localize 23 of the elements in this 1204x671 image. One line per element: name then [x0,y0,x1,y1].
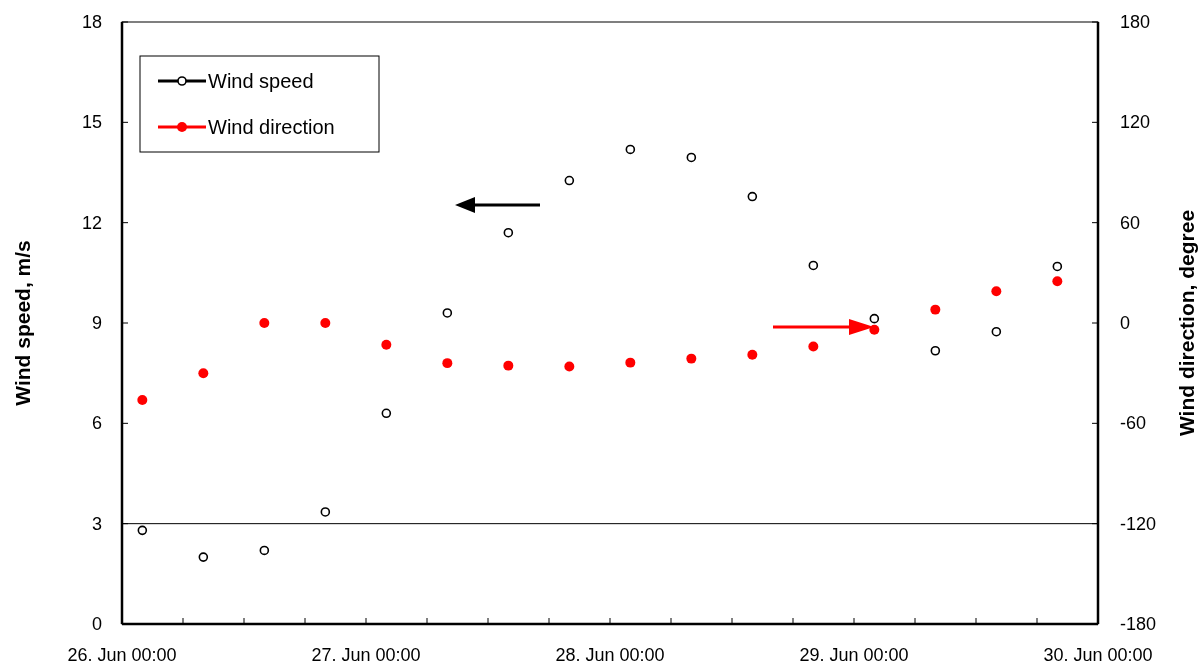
x-tick-label: 26. Jun 00:00 [67,645,177,665]
x-tick-label: 30. Jun 00:00 [1043,645,1153,665]
y-tick-label: 9 [91,313,102,333]
y-tick-label: 3 [91,513,102,534]
x-tick-label: 27. Jun 00:00 [311,645,421,665]
y-tick-label: 15 [81,112,102,133]
y-tick-label: 18 [81,12,102,32]
y-tick-label: 12 [81,212,102,233]
y-axis-title: Wind speed, m/s [11,240,34,406]
legend-label: Wind direction [208,116,335,138]
y2-tick-label: -180 [1120,614,1157,634]
x-tick-label: 29. Jun 00:00 [799,645,909,665]
y2-tick-label: -60 [1120,413,1147,434]
y2-tick-label: 0 [1120,313,1131,333]
y2-tick-label: 180 [1120,12,1151,32]
y2-axis-title: Wind direction, degree [1175,209,1198,437]
y2-tick-label: 120 [1120,112,1151,133]
x-tick-label: 28. Jun 00:00 [555,645,665,665]
y-tick-label: 6 [91,413,102,434]
legend-label: Wind speed [208,70,314,92]
y-tick-label: 0 [91,614,102,634]
y2-tick-label: 60 [1120,212,1141,233]
y2-tick-label: -120 [1120,513,1157,534]
